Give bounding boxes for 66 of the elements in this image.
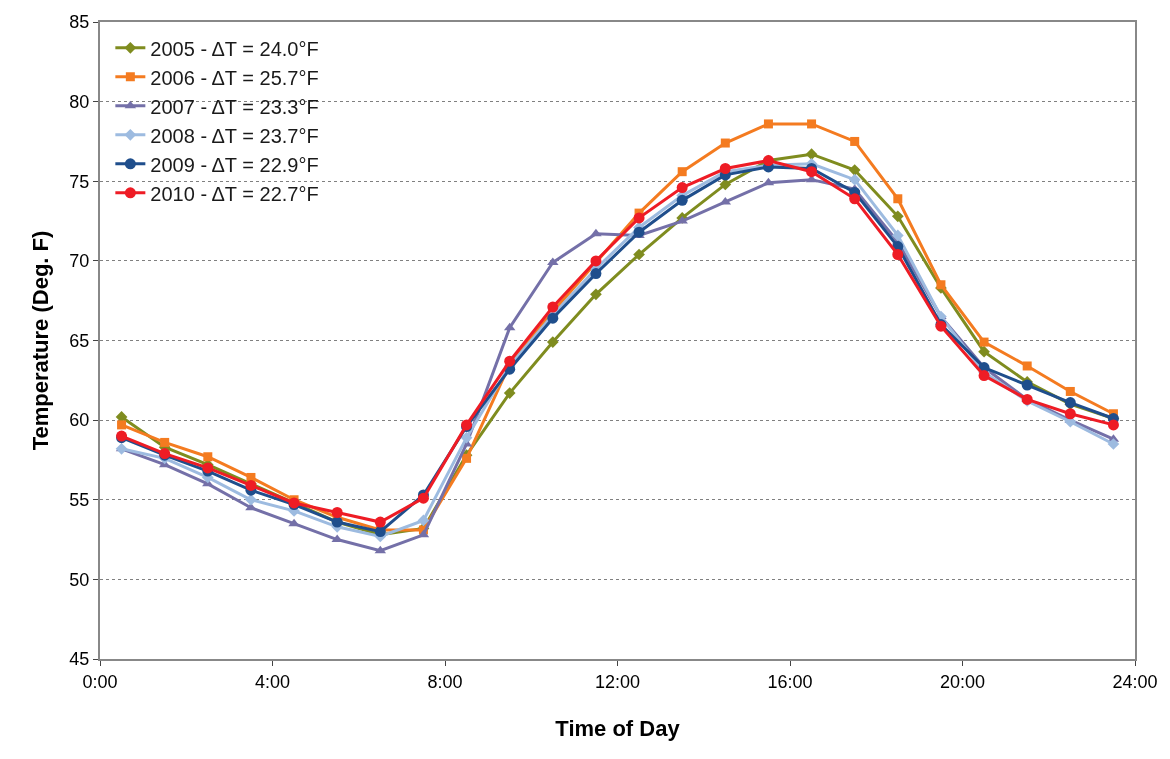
point (892, 249, 904, 260)
point (936, 280, 946, 290)
point (417, 514, 430, 527)
y-tick-label: 50 (69, 569, 90, 590)
x-tick-label: 20:00 (939, 671, 986, 692)
y-tick-label: 85 (69, 12, 90, 33)
point (1107, 438, 1120, 450)
point (677, 167, 687, 177)
x-tick-label: 8:00 (427, 671, 463, 692)
point (160, 437, 170, 447)
point (807, 119, 817, 129)
y-tick-label: 60 (69, 410, 90, 431)
point (676, 194, 688, 206)
x-tick-label: 12:00 (594, 671, 641, 692)
point (590, 228, 602, 237)
x-tick-label: 24:00 (1112, 671, 1158, 692)
y-tick-label: 45 (69, 649, 90, 670)
point (460, 431, 473, 444)
point (503, 387, 516, 399)
point (978, 370, 990, 382)
point (633, 226, 645, 238)
point (1107, 419, 1119, 431)
x-tick-label: 16:00 (767, 671, 813, 692)
point (978, 345, 990, 358)
legend-label: 2008 - ΔT = 23.7°F (150, 124, 319, 147)
point (1064, 408, 1076, 420)
point (850, 136, 860, 146)
x-tick-label: 4:00 (254, 671, 291, 692)
x-tick-label: 0:00 (82, 671, 118, 692)
point (1022, 361, 1032, 371)
legend-label: 2005 - ΔT = 24.0°F (150, 37, 319, 60)
legend-label: 2009 - ΔT = 22.9°F (150, 153, 319, 176)
point (848, 173, 861, 186)
point (633, 248, 645, 261)
point (979, 337, 989, 347)
y-tick-label: 75 (69, 171, 90, 192)
point (1065, 386, 1075, 396)
point (848, 164, 861, 176)
point (893, 194, 903, 204)
point (720, 138, 730, 148)
point (462, 453, 472, 463)
point (546, 336, 559, 348)
point (590, 288, 602, 301)
y-axis-title: Temperature (Deg. F) (27, 230, 53, 451)
point (891, 210, 904, 223)
point (891, 229, 904, 242)
point (374, 516, 386, 528)
point (676, 182, 688, 194)
point (590, 268, 602, 280)
point (504, 355, 516, 367)
legend-label: 2007 - ΔT = 23.3°F (150, 95, 319, 118)
y-tick-label: 65 (69, 330, 90, 351)
point (849, 193, 861, 205)
point (331, 506, 343, 518)
legend-label: 2010 - ΔT = 22.7°F (150, 182, 319, 205)
y-tick-label: 70 (69, 251, 90, 272)
x-axis-title: Time of Day (555, 716, 681, 741)
legend-label: 2006 - ΔT = 25.7°F (150, 66, 319, 89)
point (117, 420, 127, 430)
point (547, 301, 559, 313)
point (763, 119, 773, 129)
y-tick-label: 55 (69, 490, 90, 511)
point (203, 452, 213, 462)
point (288, 518, 300, 527)
point (633, 212, 645, 224)
y-tick-label: 80 (69, 91, 90, 112)
